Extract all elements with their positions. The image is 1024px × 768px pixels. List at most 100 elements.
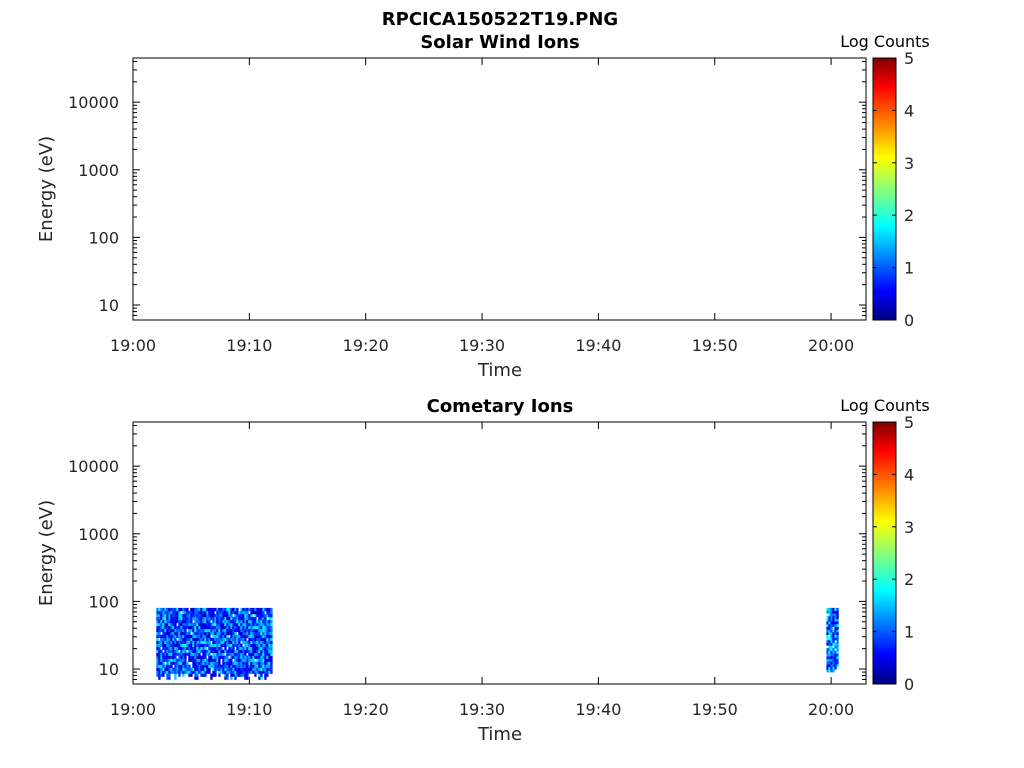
heatmap-cell: [826, 642, 829, 646]
heatmap-cell: [198, 607, 201, 612]
heatmap-cell: [242, 661, 245, 665]
heatmap-cell: [178, 652, 181, 656]
heatmap-cell: [170, 661, 173, 665]
heatmap-cell: [192, 610, 195, 615]
heatmap-cell: [238, 613, 241, 618]
heatmap-cell: [242, 649, 245, 653]
heatmap-cell: [264, 622, 267, 627]
heatmap-cell: [160, 670, 163, 674]
colorbar: 0 1 2 3 4 5 Log Counts: [840, 396, 930, 694]
heatmap-cell: [208, 619, 211, 624]
colorbar-tick-label: 1: [904, 623, 914, 642]
heatmap-cell: [194, 622, 197, 627]
heatmap-cell: [264, 646, 267, 650]
heatmap-cell: [198, 619, 201, 624]
heatmap-cell: [264, 628, 267, 633]
heatmap-cell: [228, 625, 231, 630]
heatmap-cell: [174, 649, 177, 653]
heatmap-cell: [164, 655, 167, 659]
heatmap-cell: [212, 655, 215, 659]
heatmap-cell: [246, 628, 249, 633]
heatmap-cell: [828, 632, 831, 635]
heatmap-cell: [240, 673, 243, 677]
heatmap-cell: [198, 658, 201, 662]
heatmap-cell: [196, 619, 199, 624]
heatmap-cell: [234, 607, 237, 612]
heatmap-cell: [266, 673, 269, 677]
heatmap-cell: [256, 661, 259, 665]
heatmap-cell: [256, 643, 259, 647]
heatmap-cell: [188, 625, 191, 630]
heatmap-cell: [160, 664, 163, 668]
heatmap-cell: [208, 610, 211, 615]
heatmap-cell: [234, 664, 237, 668]
heatmap-cell: [224, 676, 227, 680]
heatmap-cell: [172, 628, 175, 633]
colorbar-tick-label: 0: [904, 675, 914, 694]
heatmap-cell: [166, 634, 169, 639]
heatmap-cell: [176, 649, 179, 653]
heatmap-cell: [164, 652, 167, 656]
heatmap-cell: [182, 637, 185, 641]
heatmap-cell: [216, 634, 219, 639]
heatmap-cell: [172, 640, 175, 644]
heatmap-cell: [268, 643, 271, 647]
heatmap-cell: [192, 661, 195, 665]
heatmap-cell: [230, 622, 233, 627]
heatmap-cell: [178, 622, 181, 627]
heatmap-cell: [194, 631, 197, 636]
heatmap-cell: [214, 655, 217, 659]
heatmap-cell: [222, 613, 225, 618]
colorbar-gradient: [872, 57, 897, 321]
heatmap-cell: [206, 610, 209, 615]
heatmap-cell: [226, 616, 229, 621]
heatmap-cell: [214, 661, 217, 665]
heatmap-cell: [196, 664, 199, 668]
heatmap-cell: [164, 658, 167, 662]
heatmap-cell: [262, 649, 265, 653]
heatmap-cell: [216, 643, 219, 647]
heatmap-cell: [246, 625, 249, 630]
heatmap-cell: [258, 676, 261, 680]
heatmap-cell: [156, 607, 159, 612]
heatmap-cell: [186, 607, 189, 612]
heatmap-cell: [254, 628, 257, 633]
heatmap-cell: [240, 622, 243, 627]
heatmap-cell: [202, 655, 205, 659]
heatmap-cell: [258, 646, 261, 650]
heatmap-cell: [264, 652, 267, 656]
heatmap-cell: [256, 613, 259, 618]
heatmap-cell: [832, 610, 835, 614]
heatmap-cell: [160, 607, 163, 612]
heatmap-cell: [236, 607, 239, 612]
heatmap-cell: [214, 652, 217, 656]
heatmap-cell: [208, 616, 211, 621]
heatmap-cell: [222, 670, 225, 674]
heatmap-cell: [166, 607, 169, 612]
heatmap-cell: [224, 655, 227, 659]
heatmap-cell: [266, 637, 269, 641]
heatmap-cell: [190, 649, 193, 653]
heatmap-cell: [158, 649, 161, 653]
heatmap-cell: [178, 619, 181, 624]
heatmap-cell: [218, 649, 221, 653]
heatmap-cell: [836, 607, 839, 611]
heatmap-cell: [208, 658, 211, 662]
heatmap-cell: [166, 673, 169, 677]
y-tick-label: 10000: [68, 93, 119, 112]
heatmap-cell: [168, 616, 171, 621]
heatmap-cell: [222, 661, 225, 665]
heatmap-cell: [260, 625, 263, 630]
heatmap-cell: [206, 625, 209, 630]
heatmap-cell: [830, 645, 833, 649]
heatmap-cell: [266, 643, 269, 647]
heatmap-cell: [218, 670, 221, 674]
heatmap-cell: [208, 664, 211, 668]
heatmap-cell: [830, 618, 833, 622]
heatmap-cell: [222, 667, 225, 671]
heatmap-cell: [224, 646, 227, 650]
heatmap-cell: [162, 622, 165, 627]
heatmap-cell: [256, 637, 259, 641]
colorbar-tick-label: 1: [904, 259, 914, 278]
heatmap-cell: [168, 655, 171, 659]
